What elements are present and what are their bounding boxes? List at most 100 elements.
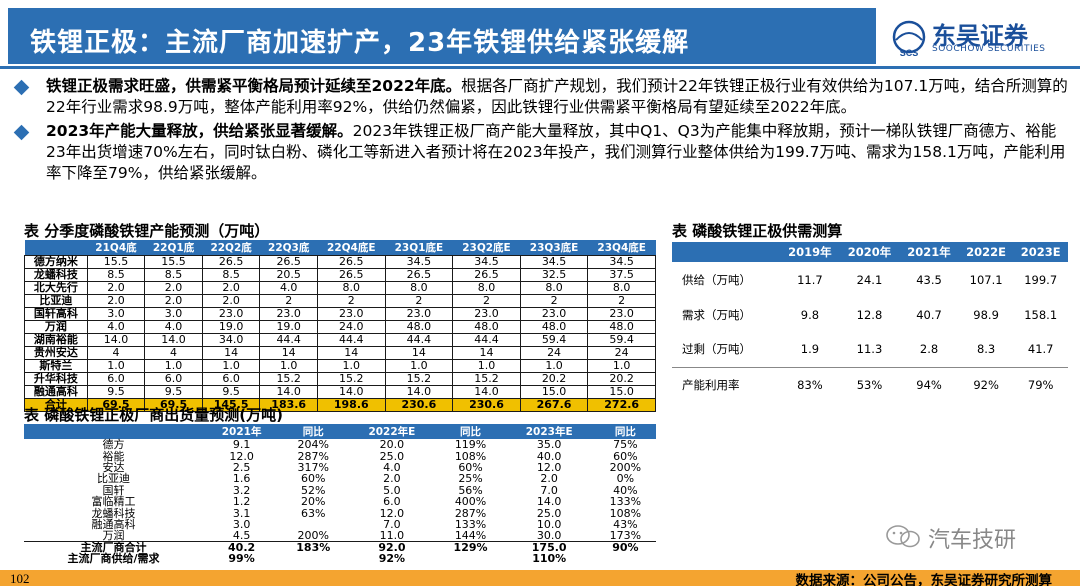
- table-cell: 144%: [454, 529, 487, 543]
- table-cell: 26.5: [316, 255, 386, 269]
- table-row: 过剩（万吨） 1.9 11.3 2.8 8.3 41.7: [672, 332, 1068, 367]
- table-cell: 183%: [280, 541, 347, 554]
- table-cell: 15.0: [587, 385, 656, 399]
- table-cell: 20%: [301, 495, 326, 509]
- row-label: 德方: [102, 438, 125, 452]
- table-cell: 26.5: [316, 268, 386, 282]
- table-cell: 7.0: [540, 483, 558, 497]
- table-cell: 53%: [839, 366, 900, 403]
- table-cell: 2.0: [540, 472, 558, 486]
- column-header: [24, 240, 88, 256]
- row-label: 北大先行: [24, 281, 88, 295]
- table-cell: 44.4: [316, 333, 386, 347]
- table-row: 比亚迪 2.0 2.0 2.0 2 2 2 2 2 2: [24, 294, 656, 308]
- table-cell: 12.0: [379, 506, 405, 520]
- company-logo-icon: SCS: [892, 20, 926, 58]
- table-header-row: 21Q4底 22Q1底 22Q2底 22Q3底 22Q4底E 23Q1底E 23…: [24, 240, 656, 256]
- table-cell: 2: [259, 294, 318, 308]
- table-cell: 3.0: [232, 517, 251, 531]
- table-cell: 43.5: [916, 272, 942, 287]
- table-cell: 1.0: [259, 359, 318, 373]
- table-cell: 79%: [1013, 366, 1068, 403]
- table-cell: 15.2: [259, 372, 318, 386]
- table-cell: 20.2: [587, 372, 656, 386]
- table-cell: 133%: [609, 495, 642, 509]
- table-cell: 1.0: [587, 359, 656, 373]
- table-cell: 14: [384, 346, 454, 360]
- table-cell: 25.0: [536, 506, 562, 520]
- column-header: 2022E: [958, 242, 1014, 262]
- table-cell: 6.0: [144, 372, 203, 386]
- table-cell: 9.1: [232, 438, 251, 452]
- table-cell: 8.0: [452, 281, 521, 295]
- table-cell: 3.2: [232, 483, 251, 497]
- table-cell: 63%: [301, 506, 326, 520]
- table-cell: 2.0: [201, 294, 261, 308]
- table-cell: 1.0: [452, 359, 521, 373]
- bullet-item: 铁锂正极需求旺盛，供需紧平衡格局预计延续至2022年底。根据各厂商扩产规划，我们…: [13, 76, 1070, 118]
- table-cell: 198.6: [316, 398, 386, 412]
- table-cell: 8.5: [144, 268, 203, 282]
- table-cell: 69.5: [86, 398, 146, 412]
- table-cell: 98.9: [973, 307, 999, 322]
- logo-name-cn: 东吴证券: [932, 22, 1028, 50]
- table-cell: 4.0: [383, 460, 401, 474]
- table-cell: 11.3: [856, 342, 883, 357]
- table-cell: 204%: [297, 438, 329, 452]
- table-cell: 108%: [609, 506, 642, 520]
- bullet-text: 2023年铁锂正极厂商产能大量释放，其中Q1、Q3为产能集中释放期，预计一梯队铁…: [46, 122, 1066, 182]
- table-cell: 14.0: [452, 385, 521, 399]
- table-cell: 2: [587, 294, 656, 308]
- table-cell: 1.0: [519, 359, 589, 373]
- column-header: 23Q4底E: [587, 240, 656, 256]
- column-header: [672, 242, 781, 262]
- table-cell: 14.0: [316, 385, 386, 399]
- table-row: 万润 4.5 200% 11.0 144% 30.0 173%: [24, 530, 656, 542]
- table1-title: 表 分季度磷酸铁锂产能预测（万吨）: [24, 222, 270, 240]
- table-cell: 14.0: [384, 385, 454, 399]
- column-header: 2020年: [839, 242, 900, 262]
- table-cell: 199.7: [1024, 272, 1058, 287]
- column-header: 2023E: [1013, 242, 1068, 262]
- table-cell: 24.0: [316, 320, 386, 334]
- table-body: 德方 9.1 204% 20.0 119% 35.0 75% 裕能 12.0 287% 25.0 10…: [24, 439, 656, 565]
- table-cell: 23.0: [587, 307, 656, 321]
- table-cell: 23.0: [384, 307, 454, 321]
- table-header-row: 2019年 2020年 2021年 2022E 2023E: [672, 242, 1068, 262]
- table-cell: 10.0: [536, 517, 562, 531]
- table-cell: 1.9: [800, 342, 820, 357]
- table-cell: 14.0: [259, 385, 318, 399]
- table-cell: 8.5: [201, 268, 261, 282]
- row-label: 产能利用率: [672, 366, 781, 403]
- table-cell: 11.0: [379, 529, 405, 543]
- table-cell: 48.0: [519, 320, 589, 334]
- row-label: 裕能: [102, 449, 125, 463]
- table-cell: 40.2: [202, 541, 281, 554]
- total-row: 合计 69.5 69.5 145.5 183.6 198.6 230.6 230.6 267.6…: [24, 398, 656, 412]
- row-label: 供给（万吨）: [682, 272, 751, 287]
- table-cell: 1.2: [232, 495, 251, 509]
- table-cell: 14.0: [536, 495, 562, 509]
- table-cell: 2: [384, 294, 454, 308]
- table3-title: 表 磷酸铁锂正极供需测算: [672, 222, 843, 240]
- table-cell: 4.0: [86, 320, 146, 334]
- table-cell: 400%: [454, 495, 487, 509]
- table-cell: 145.5: [201, 398, 261, 412]
- table-row: 比亚迪 1.6 60% 2.0 25% 2.0 0%: [24, 473, 656, 484]
- table-row: 产能利用率 83% 53% 94% 92% 79%: [672, 366, 1068, 403]
- table-cell: 24: [587, 346, 656, 360]
- table-cell: 92%: [378, 552, 406, 566]
- table-cell: 110%: [532, 552, 567, 566]
- table-row: 龙蟠科技 8.5 8.5 8.5 20.5 26.5 26.5 26.5 32.5 37.5: [24, 268, 656, 282]
- table-cell: [438, 553, 504, 564]
- table-row: 国轩高科 3.0 3.0 23.0 23.0 23.0 23.0 23.0 23.0 23.0: [24, 307, 656, 321]
- table-cell: 4.5: [232, 529, 251, 543]
- table-cell: 60%: [613, 449, 638, 463]
- row-label: 融通高科: [24, 385, 88, 399]
- table-cell: 8.0: [519, 281, 589, 295]
- table-cell: 8.0: [587, 281, 656, 295]
- ratio-row: 主流厂商供给/需求 99% 92% 110%: [24, 553, 656, 564]
- table-cell: 11.7: [797, 272, 823, 287]
- table-cell: 119%: [454, 438, 487, 452]
- row-label: 斯特兰: [24, 359, 88, 373]
